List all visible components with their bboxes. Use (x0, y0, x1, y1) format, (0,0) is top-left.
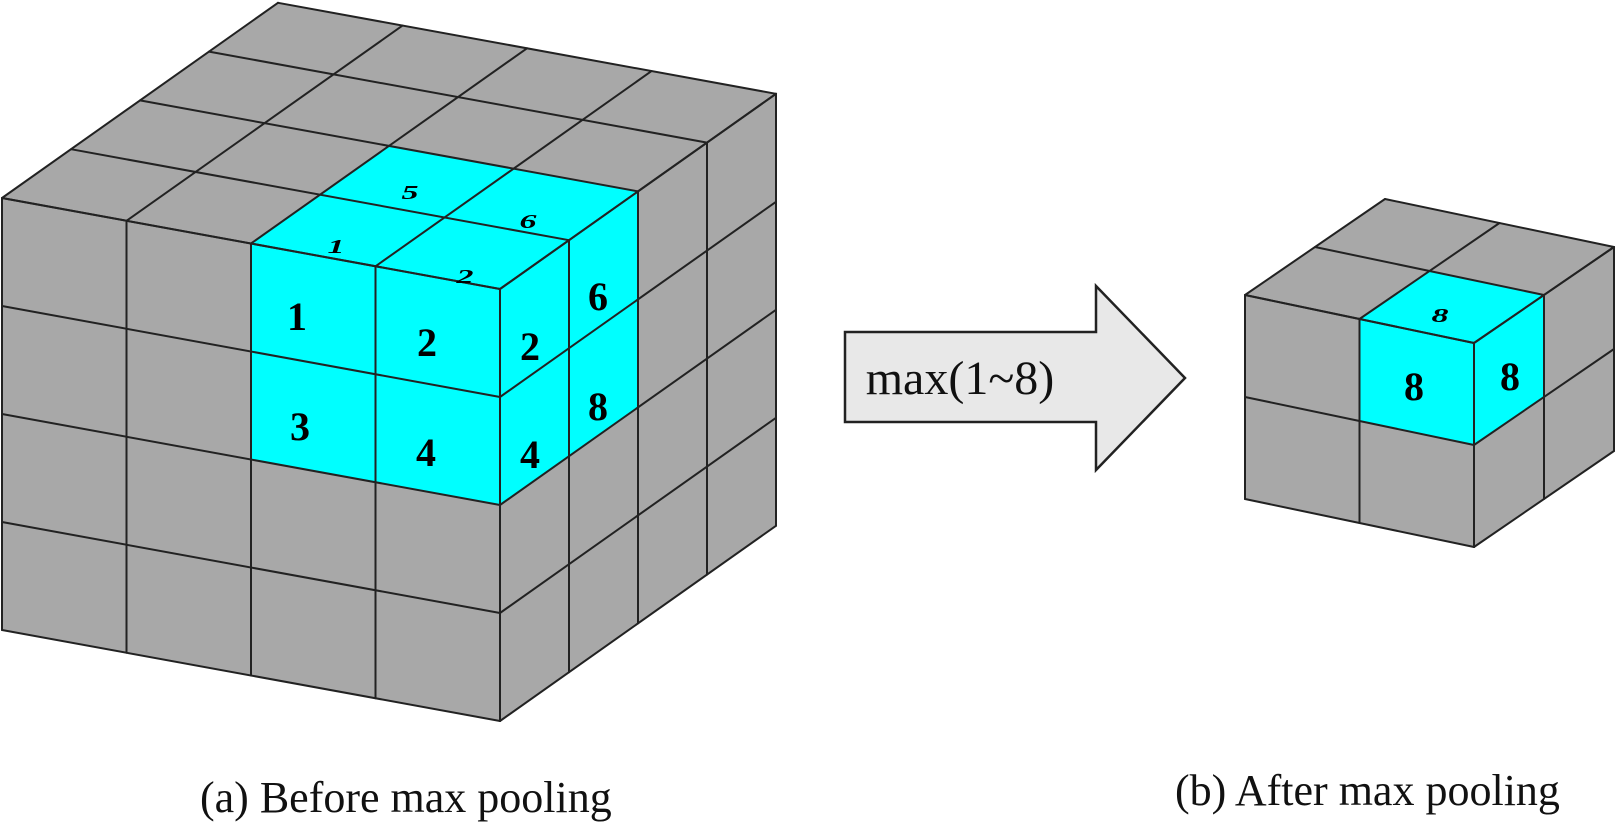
after-grid-line (1244, 498, 1475, 548)
after-highlight-faces (1359, 271, 1544, 445)
before-front-value: 2 (417, 320, 437, 365)
after-front-value: 8 (1404, 364, 1424, 409)
before-grid-line (1, 521, 501, 614)
before-cube: 1 2 3 4 5 6 1 2 2 6 4 8 (1, 1, 777, 722)
before-side-value: 2 (520, 324, 540, 369)
before-side-value: 8 (588, 384, 608, 429)
before-front-value: 1 (287, 294, 307, 339)
before-front-value: 3 (290, 404, 310, 449)
before-side-value: 6 (588, 274, 608, 319)
after-grid-line (1244, 294, 1475, 344)
before-grid-lines (1, 1, 777, 722)
before-top-value: 6 (520, 211, 538, 234)
before-grid-line (139, 99, 639, 193)
after-highlight-side (1474, 295, 1544, 445)
before-grid-line (1, 413, 501, 506)
before-caption: (a) Before max pooling (200, 773, 612, 822)
after-top-value: 8 (1432, 305, 1449, 328)
before-grid-line (208, 50, 708, 144)
after-grid-line (1244, 396, 1475, 446)
before-front-value: 4 (416, 430, 436, 475)
after-caption: (b) After max pooling (1175, 766, 1560, 815)
after-cube: 8 8 8 (1244, 198, 1615, 548)
before-grid-line (1, 305, 501, 398)
before-grid-line (277, 1, 777, 95)
before-grid-line (1, 629, 501, 722)
after-highlight-top (1359, 271, 1544, 343)
before-side-value: 4 (520, 432, 540, 477)
after-grid-line (1384, 198, 1615, 248)
after-side-value: 8 (1500, 354, 1520, 399)
before-top-value: 2 (455, 266, 473, 289)
after-highlight-front (1359, 319, 1474, 445)
after-grid-lines (1244, 198, 1615, 548)
right-arrow-icon (843, 282, 1187, 474)
after-grid-line (1314, 246, 1545, 296)
before-top-value: 1 (328, 236, 345, 259)
before-grid-line (1, 197, 501, 290)
operation-label: max(1~8) (866, 352, 1055, 405)
before-top-value: 5 (402, 182, 419, 205)
before-grid-line (70, 148, 570, 242)
operation-arrow: max(1~8) (843, 282, 1187, 474)
